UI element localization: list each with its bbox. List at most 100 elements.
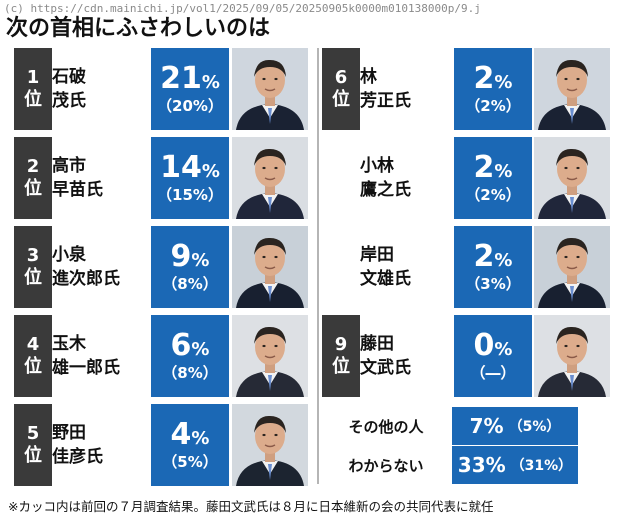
rank-suffix: 位: [332, 89, 350, 110]
rank-number: 3: [26, 245, 40, 266]
previous-rate: （2%）: [465, 185, 521, 204]
other-response-label: その他の人: [348, 417, 424, 436]
current-rate-value: 7%: [469, 414, 504, 438]
candidate-name: 藤田 文武氏: [360, 315, 456, 397]
other-response-rate: 7% （5%）: [452, 407, 578, 445]
candidate-row: 9 位藤田 文武氏 0% （―）: [322, 315, 610, 397]
current-rate-value: 6: [170, 327, 192, 363]
support-rate-box: 2% （2%）: [454, 48, 532, 130]
previous-rate: （8%）: [162, 363, 218, 382]
candidate-name-line2: 文雄氏: [360, 269, 411, 289]
previous-rate: （3%）: [465, 274, 521, 293]
kobayashi-portrait: [534, 137, 610, 219]
candidate-name: 岸田 文雄氏: [360, 226, 456, 308]
previous-rate: （15%）: [157, 185, 223, 204]
support-rate-box: 9% （8%）: [151, 226, 229, 308]
takaichi-portrait: [232, 137, 308, 219]
candidate-name-line2: 雄一郎氏: [52, 358, 120, 378]
percent-sign: %: [191, 338, 210, 360]
previous-rate: （8%）: [162, 274, 218, 293]
support-rate-box: 2% （2%）: [454, 137, 532, 219]
current-rate: 4%: [170, 416, 210, 452]
candidate-row: 4 位玉木 雄一郎氏 6% （8%）: [14, 315, 308, 397]
percent-sign: %: [191, 427, 210, 449]
footnote: ※カッコ内は前回の７月調査結果。藤田文武氏は８月に日本維新の会の共同代表に就任: [8, 499, 494, 514]
percent-sign: %: [494, 71, 513, 93]
other-response-row: わからない 33% （31%）: [322, 446, 578, 484]
candidate-name: 小泉 進次郎氏: [52, 226, 148, 308]
candidate-name-line1: 野田: [52, 423, 86, 443]
current-rate: 21%: [160, 60, 220, 96]
candidate-name-line1: 高市: [52, 156, 86, 176]
current-rate: 2%: [474, 152, 513, 183]
candidate-row: 5 位野田 佳彦氏 4% （5%）: [14, 404, 308, 486]
current-rate: 2%: [473, 60, 513, 96]
source-watermark: (c) https://cdn.mainichi.jp/vol1/2025/09…: [4, 2, 481, 15]
candidate-name-line1: 玉木: [52, 334, 86, 354]
other-response-rate: 33% （31%）: [452, 446, 578, 484]
previous-rate: （5%）: [162, 452, 218, 471]
rank-suffix: 位: [24, 178, 42, 199]
candidate-name: 小林 鷹之氏: [360, 137, 456, 219]
support-rate-box: 6% （8%）: [151, 315, 229, 397]
support-rate-box: 2% （3%）: [454, 226, 532, 308]
support-rate-box: 21% （20%）: [151, 48, 229, 130]
percent-sign: %: [191, 249, 210, 271]
current-rate-value: 2: [473, 238, 495, 274]
current-rate: 0%: [474, 330, 513, 361]
rank-number: 1: [26, 67, 40, 88]
previous-rate: （20%）: [157, 96, 223, 115]
candidate-name-line2: 進次郎氏: [52, 269, 120, 289]
support-rate-box: 4% （5%）: [151, 404, 229, 486]
current-rate-value: 2: [473, 60, 495, 96]
current-rate: 6%: [170, 327, 210, 363]
previous-rate: （5%）: [508, 419, 561, 435]
rank-suffix: 位: [24, 89, 42, 110]
other-response-row: その他の人 7% （5%）: [322, 407, 578, 445]
candidate-name-line1: 林: [360, 67, 377, 87]
column-divider: [317, 48, 319, 484]
candidate-name-line1: 小泉: [52, 245, 86, 265]
percent-sign: %: [494, 160, 513, 182]
tamaki-portrait: [232, 315, 308, 397]
support-rate-box: 14% （15%）: [151, 137, 229, 219]
koizumi-portrait: [232, 226, 308, 308]
candidate-row: 小林 鷹之氏 2% （2%）: [322, 137, 610, 219]
candidate-name: 野田 佳彦氏: [52, 404, 148, 486]
candidate-name-line1: 石破: [52, 67, 86, 87]
rank-suffix: 位: [24, 445, 42, 466]
current-rate-value: 33%: [457, 453, 506, 477]
candidate-name-line2: 佳彦氏: [52, 447, 103, 467]
chart-title: 次の首相にふさわしいのは: [6, 16, 271, 41]
previous-rate: （―）: [470, 363, 516, 382]
current-rate: 14%: [160, 149, 220, 185]
current-rate: 2%: [473, 238, 513, 274]
rank-number: 6: [334, 67, 348, 88]
candidate-name-line2: 早苗氏: [52, 180, 103, 200]
candidate-name-line2: 鷹之氏: [360, 180, 411, 200]
fujita-portrait: [534, 315, 610, 397]
candidate-name-line2: 茂氏: [52, 91, 86, 111]
percent-sign: %: [494, 338, 513, 360]
rank-number: 9: [334, 334, 348, 355]
rank-number: 2: [26, 156, 40, 177]
kishida-portrait: [534, 226, 610, 308]
percent-sign: %: [201, 71, 220, 93]
current-rate-value: 4: [170, 416, 192, 452]
current-rate-value: 9: [170, 238, 192, 274]
candidate-name: 林芳正氏: [360, 48, 456, 130]
ishiba-portrait: [232, 48, 308, 130]
candidate-name-line2: 文武氏: [360, 358, 411, 378]
current-rate: 9%: [170, 238, 210, 274]
support-rate-box: 0% （―）: [454, 315, 532, 397]
rank-suffix: 位: [332, 356, 350, 377]
current-rate-value: 21: [160, 60, 202, 96]
current-rate-value: 14: [160, 149, 202, 185]
candidate-name: 石破 茂氏: [52, 48, 148, 130]
candidate-name-line2: 芳正氏: [360, 91, 411, 111]
